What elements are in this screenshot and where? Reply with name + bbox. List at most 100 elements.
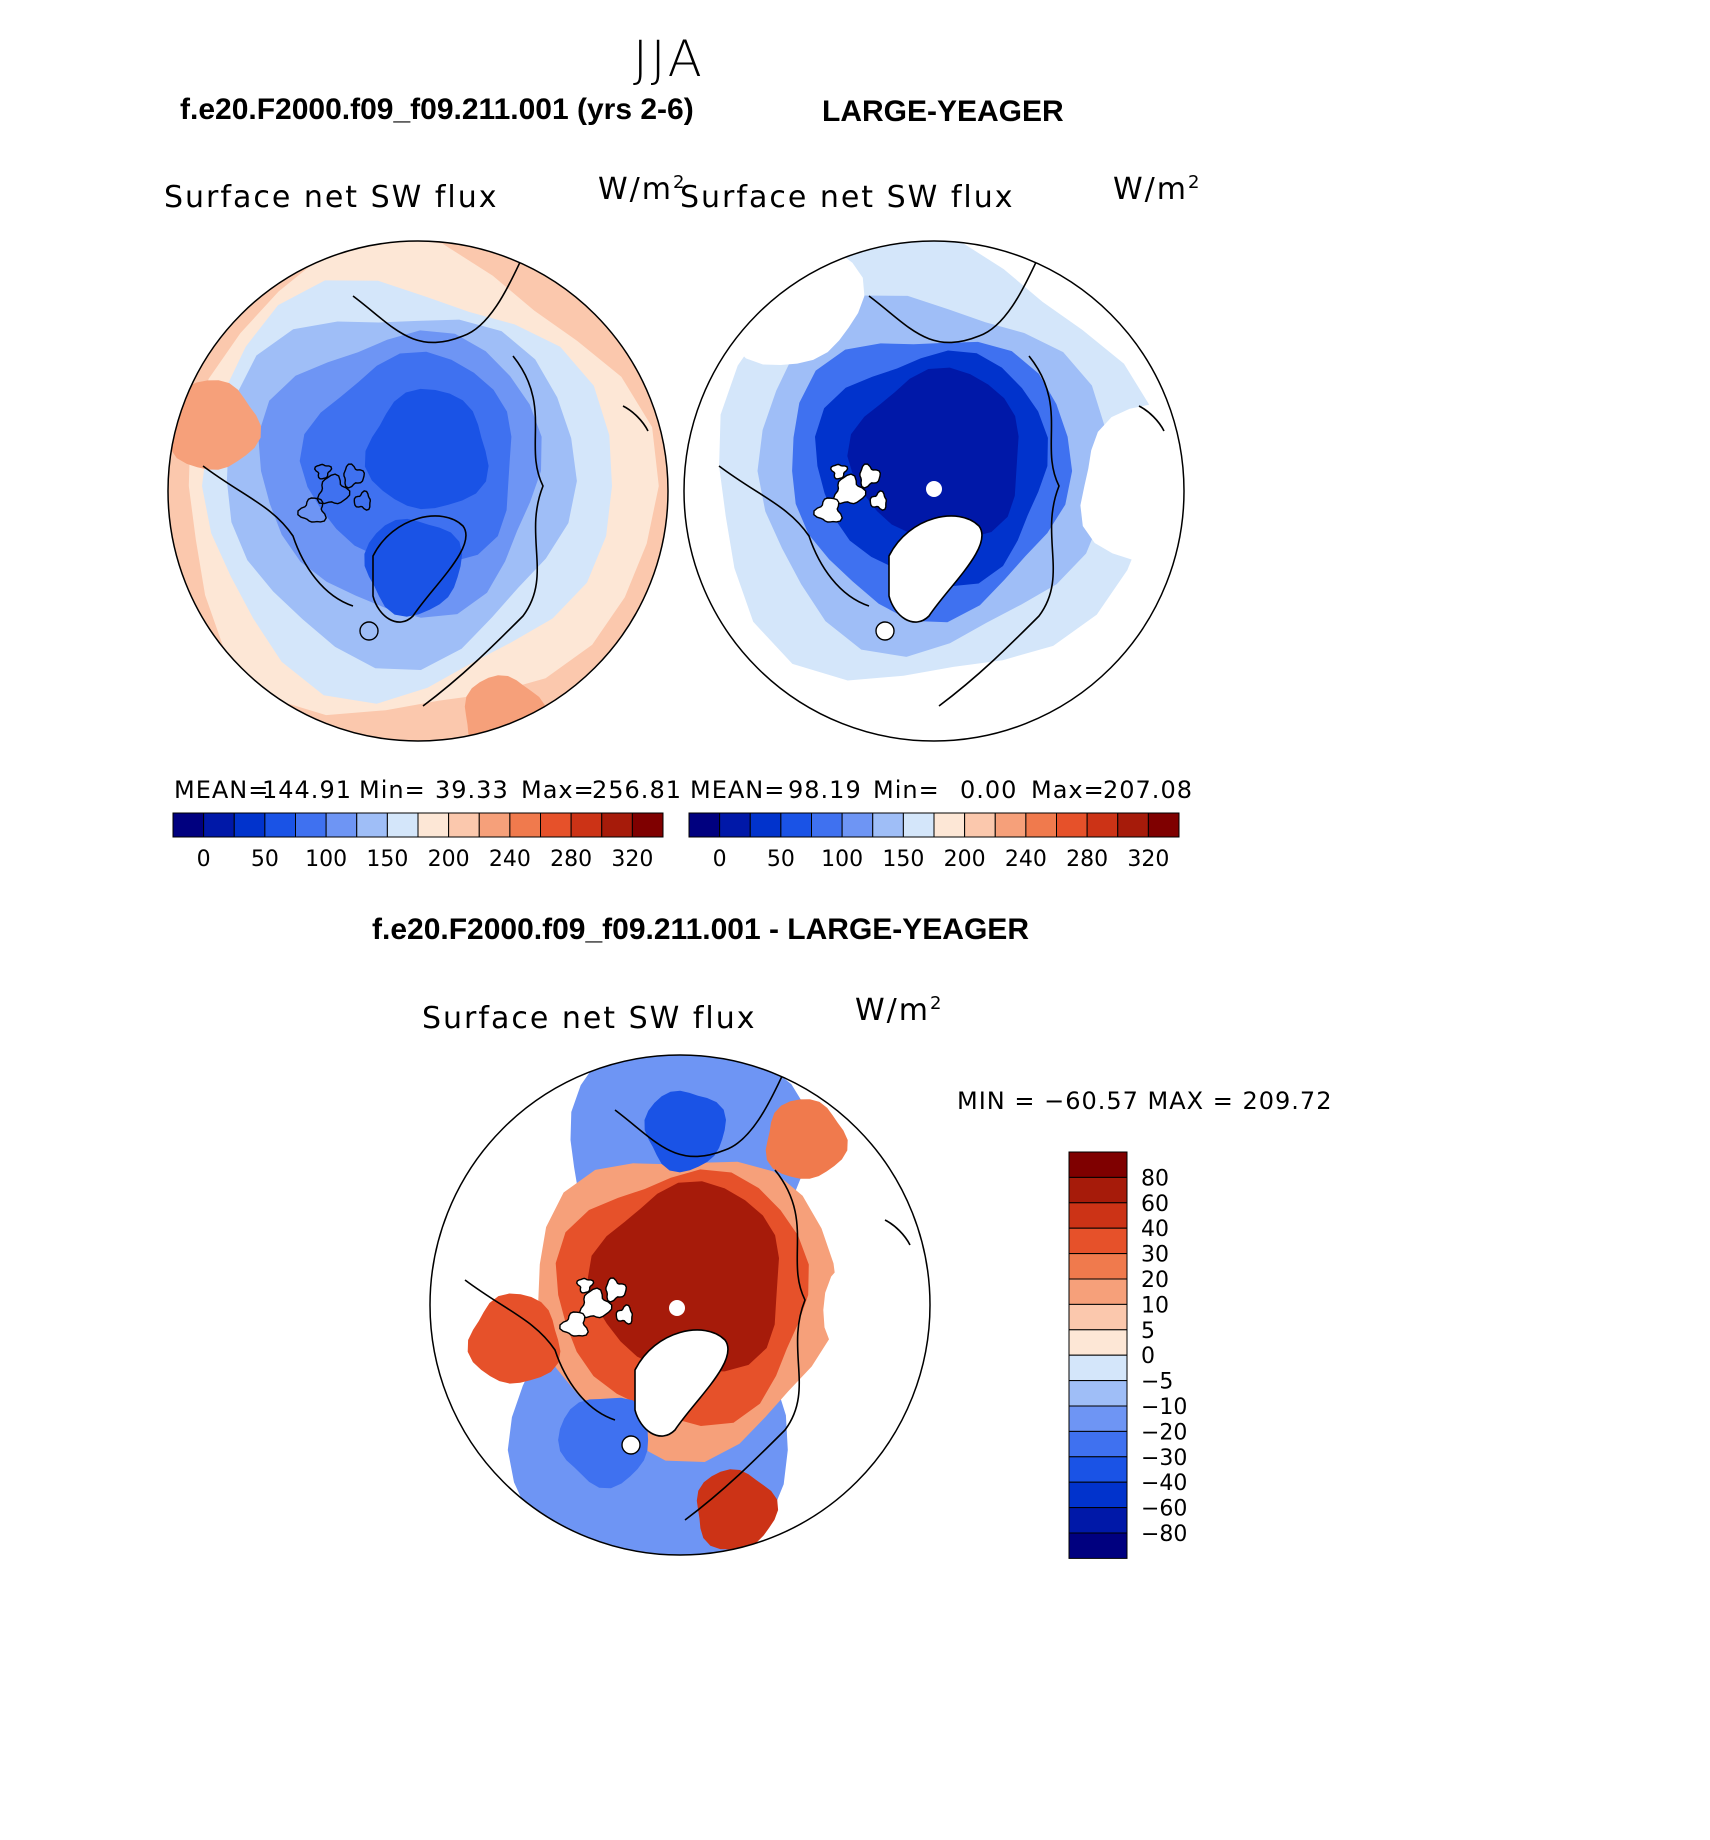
panel1-colorbar-box [386,812,419,838]
panel3-map [429,1054,931,1556]
panel1-coastline [352,255,524,344]
panel3-colorbar-box [1068,1329,1128,1356]
panel2-colorbar-tick-label: 200 [944,847,986,872]
panel2-island-outline [869,490,888,511]
panel3-island-outline [578,1287,613,1319]
panel1-mean-label: MEAN= [174,776,270,804]
panel1-min-value: 39.33 [435,776,509,804]
panel1-coastline [422,355,544,707]
panel3-colorbar-box [1068,1176,1128,1204]
panel2-colorbar-box [994,812,1027,838]
panel3-field-band [467,1293,561,1384]
panel1-colorbar-box [509,812,541,838]
panel1-title: Surface net SW flux [164,180,499,215]
panel3-field-band [765,1099,848,1179]
panel2-coastline [868,255,1040,344]
panel2-max-label: Max= [1031,776,1105,804]
panel3-colorbar-box [1068,1481,1128,1509]
panel2-iceland-outline [875,621,895,641]
panel2-colorbar-box [933,812,966,838]
panel1-max-label: Max= [521,776,595,804]
panel3-title: Surface net SW flux [422,1001,757,1036]
panel1-field [168,241,668,741]
panel3-colorbar-tick-label: 0 [1141,1344,1155,1369]
panel2-greenland-outline [888,515,983,623]
panel3-units: W/m2 [855,993,944,1028]
panel1-field-band [168,380,261,470]
panel1-colorbar-box [233,812,266,838]
panel3-field-band [644,1090,726,1173]
panel3-colorbar-tick-label: 40 [1141,1217,1169,1242]
panel1-colorbar-tick-label: 150 [366,847,408,872]
panel3-island-outline [575,1277,595,1294]
panel2-colorbar-box [1086,812,1119,838]
panel1-colorbar-box [570,812,603,838]
panel3-island-outline [605,1277,628,1303]
panel3-iceland-outline [621,1435,641,1455]
panel1-colorbar-tick-label: 0 [197,847,211,872]
panel1-colorbar-box [631,812,664,838]
panel2-colorbar-box [749,812,782,838]
panel2-coastline [938,355,1060,707]
panel2-min-label: Min= [873,776,940,804]
panel2-colorbar-tick-label: 50 [767,847,795,872]
panel1-colorbar-tick-label: 50 [251,847,279,872]
panel3-colorbar-tick-label: 30 [1141,1243,1169,1268]
panel3-greenland-outline [634,1329,729,1437]
panel3-colorbar-tick-label: −20 [1141,1420,1187,1445]
panel3-colorbar-box [1068,1278,1128,1305]
panel2-mean-value: 98.19 [788,776,862,804]
panel1-iceland-outline [359,621,379,641]
panel2-island-outline [829,463,849,480]
panel1-colorbar: 0 50 100 150 200 240 280 320 [172,812,664,872]
panel3-colorbar-box [1068,1151,1128,1178]
panel2-units: W/m2 [1113,172,1202,207]
panel3-map-border [429,1054,931,1556]
panel1-max-value: 256.81 [592,776,682,804]
panel3-coastline [614,1069,786,1158]
panel2-coastline [1138,405,1165,432]
panel1-colorbar-box [295,812,327,838]
panel1-colorbar-box [448,812,480,838]
panel1-island-outline [297,497,327,523]
panel1-island-outline [313,463,333,480]
panel3-field-band [696,1469,779,1550]
panel3-colorbar-tick-label: −5 [1141,1370,1173,1395]
panel2-min-value: 0.00 [960,776,1018,804]
panel1-map [167,240,669,742]
panel2-colorbar-box [1117,812,1149,838]
panel3-colorbar-box [1068,1456,1128,1483]
panel3-coastline [464,1279,616,1421]
panel2-island-outline [832,473,867,505]
panel3-island-outline [615,1304,634,1325]
panel2-colorbar-box [1056,812,1088,838]
panel2-colorbar-box [841,812,874,838]
panel2-colorbar-box [1025,812,1057,838]
panel3-colorbar-tick-label: −40 [1141,1471,1187,1496]
panel1-colorbar-tick-label: 100 [305,847,347,872]
panel1-mean-value: 144.91 [262,776,352,804]
panel2-island-outline [813,497,843,523]
panel1-colorbar-box [540,812,572,838]
panel1-island-outline [353,490,372,511]
panel2-field-band [847,367,1019,538]
panel1-min-label: Min= [359,776,426,804]
diff-title: f.e20.F2000.f09_f09.211.001 - LARGE-YEAG… [372,913,1029,946]
panel3-coastline [684,1169,806,1521]
panel1-units: W/m2 [598,172,687,207]
panel2-colorbar-tick-label: 280 [1066,847,1108,872]
panel1-map-border [167,240,669,742]
panel3-colorbar-tick-label: 60 [1141,1192,1169,1217]
panel2-colorbar-tick-label: 100 [821,847,863,872]
panel3-field-band [558,1397,649,1489]
panel2-colorbar-tick-label: 320 [1127,847,1169,872]
panel2-colorbar-tick-label: 150 [882,847,924,872]
panel2-colorbar-box [811,812,843,838]
panel1-colorbar-box [264,812,296,838]
panel3-colorbar-box [1068,1430,1128,1458]
panel2-pole-marker [926,481,942,497]
panel1-greenland-outline [372,515,467,623]
panel3-colorbar-box [1068,1303,1128,1331]
panel2-colorbar-tick-label: 240 [1005,847,1047,872]
panel3-colorbar-tick-label: 80 [1141,1166,1169,1191]
